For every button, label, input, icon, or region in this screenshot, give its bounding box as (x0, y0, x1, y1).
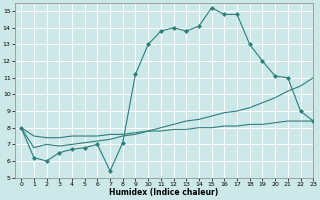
X-axis label: Humidex (Indice chaleur): Humidex (Indice chaleur) (109, 188, 219, 197)
